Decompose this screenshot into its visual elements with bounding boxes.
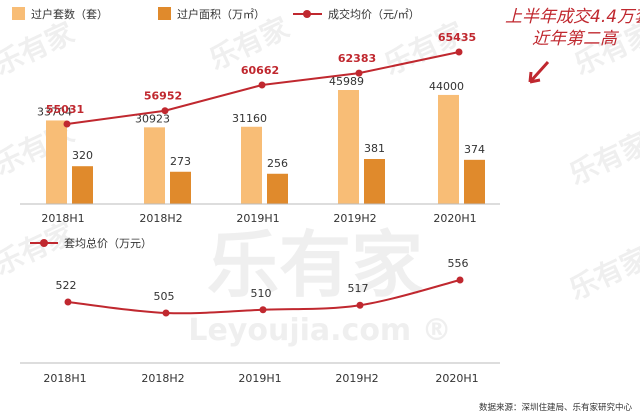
tick-lower-2019H1: 2019H1 xyxy=(238,372,281,385)
point-avgtotal-2018H1 xyxy=(64,298,72,306)
legend-marker-avgtotal xyxy=(40,239,48,247)
point-avgtotal-label-2019H2: 517 xyxy=(348,282,369,295)
bar-units-2019H1 xyxy=(241,126,262,204)
tick-lower-2019H2: 2019H2 xyxy=(335,372,378,385)
bar-units-2020H1 xyxy=(438,94,459,204)
point-price-label-2019H1: 60662 xyxy=(241,64,279,77)
bar-area-2018H2 xyxy=(170,171,191,204)
tick-upper-2018H1: 2018H1 xyxy=(41,212,84,225)
annotation-line-2: 近年第二高 xyxy=(532,29,620,49)
legend-label-price: 成交均价（元/㎡） xyxy=(328,7,420,21)
point-avgtotal-2020H1 xyxy=(456,276,464,284)
bar-units-label-2019H1: 31160 xyxy=(232,112,267,125)
bar-units-2019H2 xyxy=(338,90,359,204)
tick-lower-2018H2: 2018H2 xyxy=(141,372,184,385)
point-price-2019H1 xyxy=(258,81,266,89)
annotation-line-1: 上半年成交4.4万套， xyxy=(505,7,640,27)
point-price-label-2018H1: 55031 xyxy=(46,103,84,116)
legend-label-area: 过户面积（万㎡） xyxy=(177,7,265,21)
legend-swatch-units xyxy=(12,7,25,20)
point-avgtotal-label-2018H2: 505 xyxy=(154,290,175,303)
legend-label-units: 过户套数（套） xyxy=(31,7,108,21)
bar-units-label-2018H1: 33704 xyxy=(37,105,72,118)
watermark-small: 乐有家 xyxy=(564,241,640,306)
point-avgtotal-label-2018H1: 522 xyxy=(56,279,77,292)
watermark: 乐有家 Leyoujia.com ® 乐有家 乐有家 乐有家 乐有家 乐有家 乐… xyxy=(0,11,640,348)
point-avgtotal-label-2019H1: 510 xyxy=(251,287,272,300)
annotation-arrow-icon xyxy=(528,60,550,84)
bar-units-label-2020H1: 44000 xyxy=(429,80,464,93)
tick-upper-2019H2: 2019H2 xyxy=(333,212,376,225)
bar-area-2020H1 xyxy=(464,159,485,204)
watermark-domain: Leyoujia.com ® xyxy=(188,313,451,348)
watermark-logo-text: 乐有家 xyxy=(207,223,423,307)
bar-area-label-2019H2: 381 xyxy=(364,142,385,155)
point-price-label-2018H2: 56952 xyxy=(144,90,182,103)
bar-units-label-2019H2: 45989 xyxy=(329,75,364,88)
bar-area-label-2020H1: 374 xyxy=(464,143,485,156)
legend-marker-price xyxy=(303,10,311,18)
watermark-small: 乐有家 xyxy=(379,16,469,81)
point-avgtotal-2019H1 xyxy=(259,306,267,314)
legend-label-avgtotal: 套均总价（万元） xyxy=(64,236,152,250)
legend-top: 过户套数（套） 过户面积（万㎡） 成交均价（元/㎡） xyxy=(12,7,420,21)
bar-area-2019H2 xyxy=(364,159,385,204)
bar-area-2019H1 xyxy=(267,173,288,204)
watermark-small: 乐有家 xyxy=(0,16,79,81)
bar-area-label-2018H1: 320 xyxy=(72,149,93,162)
legend-bottom: 套均总价（万元） xyxy=(30,236,152,250)
bar-units-label-2018H2: 30923 xyxy=(135,112,170,125)
point-price-label-2019H2: 62383 xyxy=(338,52,376,65)
watermark-small: 乐有家 xyxy=(564,126,640,191)
point-avgtotal-label-2020H1: 556 xyxy=(448,257,469,270)
tick-lower-2020H1: 2020H1 xyxy=(435,372,478,385)
bar-area-label-2018H2: 273 xyxy=(170,155,191,168)
point-price-2018H1 xyxy=(63,120,71,128)
legend-swatch-area xyxy=(158,7,171,20)
tick-upper-2020H1: 2020H1 xyxy=(433,212,476,225)
annotation: 上半年成交4.4万套， 近年第二高 xyxy=(505,7,640,84)
tick-upper-2019H1: 2019H1 xyxy=(236,212,279,225)
point-avgtotal-2018H2 xyxy=(162,309,170,317)
source-note: 数据来源：深圳住建局、乐有家研究中心 xyxy=(479,402,633,413)
point-price-2020H1 xyxy=(455,48,463,56)
bar-units-2018H2 xyxy=(144,127,165,204)
bar-area-label-2019H1: 256 xyxy=(267,157,288,170)
bar-area-2018H1 xyxy=(72,166,93,204)
tick-upper-2018H2: 2018H2 xyxy=(139,212,182,225)
chart-upper: 33704 30923 31160 45989 44000 320 273 256 381 374… xyxy=(20,31,500,225)
point-avgtotal-2019H2 xyxy=(356,301,364,309)
point-price-2018H2 xyxy=(161,107,169,115)
point-price-2019H2 xyxy=(355,69,363,77)
bar-units-2018H1 xyxy=(46,120,67,204)
chart-lower: 522 505 510 517 556 2018H1 2018H2 2019H1 2019H2 2… xyxy=(20,257,500,385)
tick-lower-2018H1: 2018H1 xyxy=(43,372,86,385)
point-price-label-2020H1: 65435 xyxy=(438,31,476,44)
